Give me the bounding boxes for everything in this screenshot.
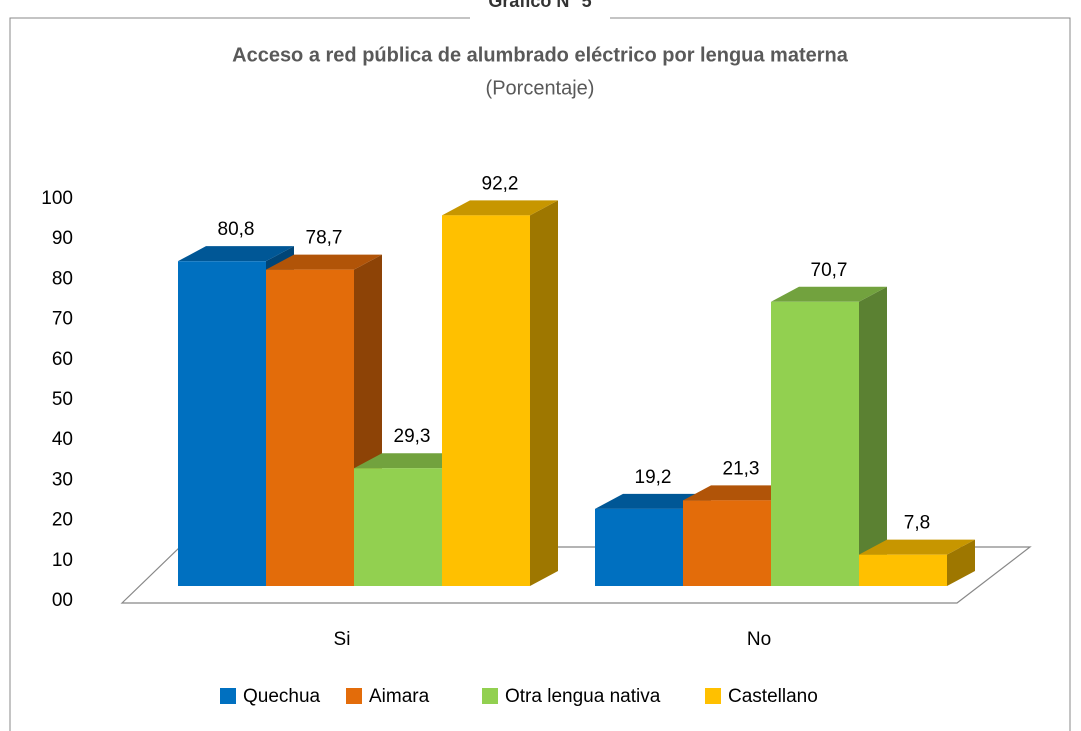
y-tick-label: 100 [41, 188, 73, 209]
bar-side [530, 200, 558, 586]
x-tick-label: Si [334, 629, 351, 650]
value-label: 7,8 [904, 513, 930, 534]
chart-title: Acceso a red pública de alumbrado eléctr… [232, 44, 849, 66]
y-tick-label: 20 [52, 510, 73, 531]
bar [266, 269, 354, 586]
y-tick-label: 70 [52, 309, 73, 330]
value-label: 78,7 [306, 228, 343, 249]
bar-top [683, 485, 799, 501]
bar-top [266, 254, 382, 270]
value-label: 29,3 [394, 426, 431, 447]
y-tick-label: 90 [52, 228, 73, 249]
y-tick-label: 50 [52, 389, 73, 410]
bar-top [354, 453, 470, 469]
value-label: 80,8 [218, 219, 255, 240]
bar [771, 301, 859, 586]
x-tick-label: No [747, 629, 771, 650]
y-tick-label: 10 [52, 550, 73, 571]
bar [442, 215, 530, 586]
bar-top [771, 286, 887, 302]
bar [683, 500, 771, 586]
bar [595, 508, 683, 586]
legend-label: Quechua [243, 686, 321, 707]
value-label: 21,3 [723, 458, 760, 479]
value-label: 19,2 [635, 467, 672, 488]
value-label: 70,7 [811, 260, 848, 281]
bar [178, 261, 266, 586]
bar-top [859, 539, 975, 555]
value-label: 92,2 [482, 173, 519, 194]
bar-side [947, 539, 975, 586]
header-bg [470, 0, 610, 22]
y-tick-label: 60 [52, 349, 73, 370]
bar-top [595, 493, 711, 509]
y-tick-label: 40 [52, 429, 73, 450]
y-tick-label: 30 [52, 469, 73, 490]
y-tick-label: 00 [52, 590, 73, 611]
legend-swatch [220, 688, 236, 704]
legend-label: Aimara [369, 686, 430, 707]
bar-side [859, 286, 887, 586]
bar-top [178, 246, 294, 262]
bar [354, 468, 442, 586]
legend-label: Otra lengua nativa [505, 686, 661, 707]
header: Gráfico N° 5 [488, 0, 591, 11]
legend-swatch [346, 688, 362, 704]
bar-top [442, 200, 558, 216]
legend-swatch [482, 688, 498, 704]
legend-label: Castellano [728, 686, 818, 707]
bar [859, 554, 947, 586]
chart-subtitle: (Porcentaje) [486, 77, 595, 99]
legend-swatch [705, 688, 721, 704]
y-tick-label: 80 [52, 268, 73, 289]
